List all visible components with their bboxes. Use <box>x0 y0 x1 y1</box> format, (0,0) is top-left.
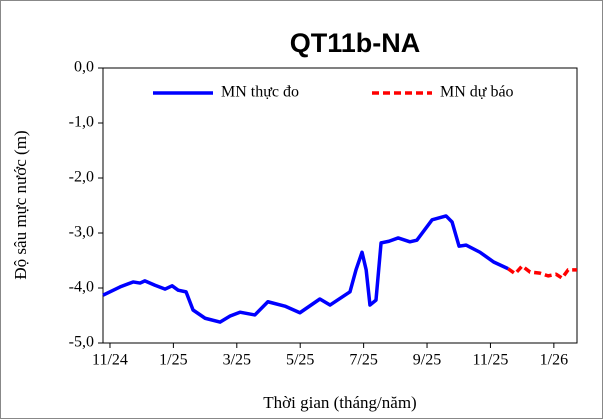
plot-area <box>102 67 578 344</box>
y-tick-label: -1,0 <box>69 114 94 131</box>
x-tick-label: 5/25 <box>286 352 314 369</box>
x-tick-label: 11/25 <box>473 352 509 369</box>
x-tick-label: 1/25 <box>159 352 187 369</box>
x-tick-label: 9/25 <box>413 352 441 369</box>
y-tick-label: -2,0 <box>69 169 94 186</box>
y-tick-label: -3,0 <box>69 224 94 241</box>
y-tick-label: 0,0 <box>74 59 94 76</box>
chart-title: QT11b-NA <box>290 28 421 58</box>
y-tick-label: -4,0 <box>69 279 94 296</box>
x-tick-label: 11/24 <box>92 352 128 369</box>
legend-label: MN dự báo <box>440 84 514 101</box>
y-tick-label: -5,0 <box>69 334 94 351</box>
x-tick-label: 3/25 <box>223 352 251 369</box>
legend-label: MN thực đo <box>221 84 299 101</box>
y-axis-label: Độ sâu mực nước (m) <box>11 130 30 279</box>
data-line <box>507 264 577 280</box>
data-line <box>102 214 509 324</box>
x-tick-label: 1/26 <box>540 352 568 369</box>
x-axis-label: Thời gian (tháng/năm) <box>263 393 416 412</box>
x-tick-label: 7/25 <box>349 352 377 369</box>
